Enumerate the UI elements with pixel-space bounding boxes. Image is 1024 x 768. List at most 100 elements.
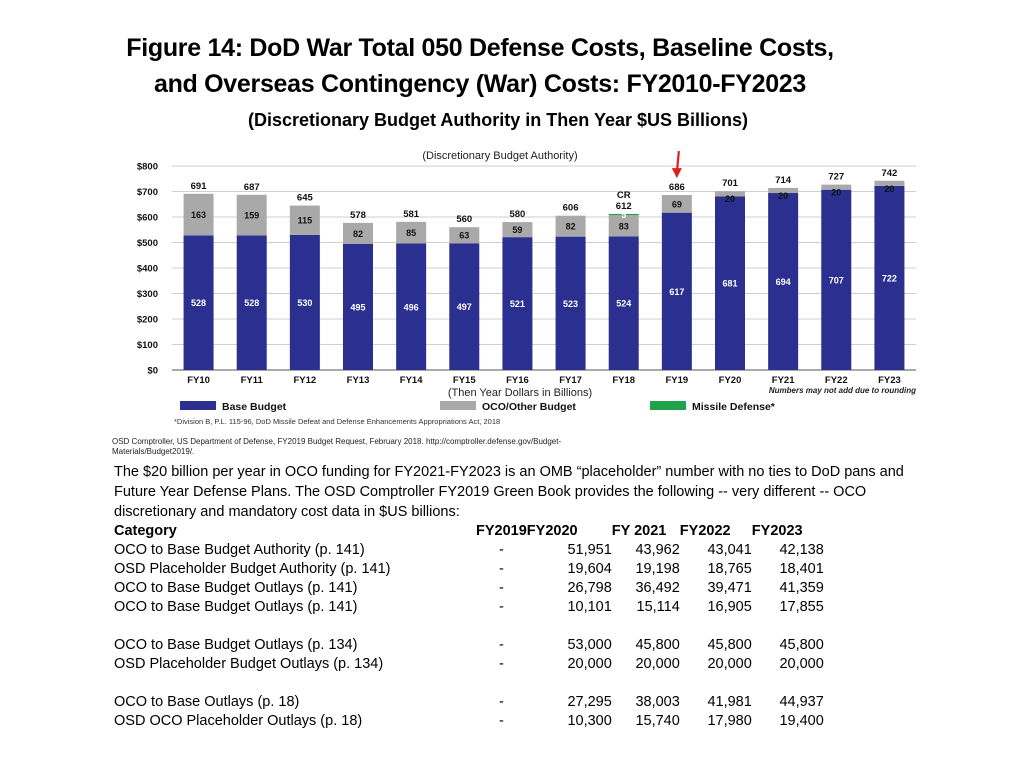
table-cell-value: 18,401 [779,561,824,577]
table-cell-value: 27,295 [567,694,612,710]
bar-value-label: 5 [621,210,626,220]
bar-segment-oco-other-budget [661,195,692,213]
bar-total-label: 701 [722,178,739,189]
bar-segment-base-budget [715,196,745,370]
table-cell-category: OCO to Base Budget Authority (p. 141) [114,542,365,558]
table-cell-value: 41,359 [779,580,824,596]
table-cell-value: 39,471 [707,580,752,596]
bar-total-label: 742 [881,168,897,179]
red-arrow-head [671,168,682,179]
rounding-note: Numbers may not add due to rounding [769,386,916,395]
cr-label: CR [617,190,631,201]
table-cell-value: 19,400 [779,713,824,729]
y-tick-label: $600 [137,213,158,224]
y-tick-label: $800 [137,162,158,173]
bar-segment-base-budget [874,185,905,370]
table-cell-value: 45,800 [635,637,680,653]
table-body: OCO to Base Budget Authority (p. 141) - 51… [114,541,824,731]
bar-total-label: 606 [563,203,579,214]
table-cell-value: 19,604 [567,561,612,577]
explanatory-paragraph: The $20 billion per year in OCO funding … [114,464,904,520]
x-tick-label: FY13 [347,375,370,386]
table-cell-value: 15,114 [636,599,680,615]
bar-segment-missile-defense [608,213,639,216]
bar-segment-oco-other-budget [768,187,799,194]
bar-total-label: 580 [509,209,525,220]
table-cell-value: - [498,542,504,558]
bar-total-label: 727 [828,172,844,183]
table-cell-value: 20,000 [707,656,752,672]
bar-value-label: 20 [884,184,894,194]
x-tick-label: FY19 [665,375,688,386]
bar-value-label: 722 [882,273,897,283]
table-cell-value: 10,101 [567,599,612,615]
table-cell-value: 42,138 [779,542,824,558]
table-header-row: Category FY2019 FY2020 FY 2021 FY2022 FY… [114,522,824,541]
y-tick-label: $400 [137,264,158,275]
legend-label: OCO/Other Budget [482,401,576,413]
bar-value-label: 617 [669,287,684,297]
bar-segment-base-budget [608,236,639,370]
table-cell-value: 45,800 [779,637,824,653]
x-tick-label: FY20 [719,375,742,386]
bar-segment-oco-other-budget [343,222,373,244]
table-cell-value: - [498,561,504,577]
bar-value-label: 20 [778,191,788,201]
x-tick-label: FY14 [400,375,423,386]
x-tick-label: FY11 [241,375,264,386]
bar-segment-base-budget [343,243,373,370]
table-row: OSD Placeholder Budget Authority (p. 141… [114,560,824,579]
legend-label: Missile Defense* [692,401,776,413]
bar-total-label: 560 [456,214,472,225]
bar-segment-base-budget [289,234,320,370]
legend-label: Base Budget [222,401,287,413]
table-cell-value: 36,492 [635,580,680,596]
bar-value-label: 63 [459,231,469,241]
bar-value-label: 59 [512,225,522,235]
table-cell-value: - [498,599,504,615]
bar-segment-oco-other-budget [555,215,586,237]
bar-segment-base-budget [396,243,427,370]
table-cell-value: - [498,713,504,729]
bar-value-label: 496 [404,302,419,312]
bar-value-label: 163 [191,210,206,220]
bar-segment-base-budget [502,237,533,370]
table-cell-value: 53,000 [567,637,612,653]
header-fy2019: FY2019 [476,523,527,539]
bar-total-label: 691 [191,181,208,192]
y-tick-label: $0 [147,366,158,377]
header-fy2020: FY2020 [526,523,578,539]
table-row: OCO to Base Outlays (p. 18) - 27,295 38,003… [114,693,824,712]
y-tick-label: $500 [137,238,158,249]
bar-value-label: 85 [406,228,416,238]
bar-value-label: 495 [350,302,365,312]
x-tick-label: FY18 [612,375,635,386]
bar-total-label: 645 [297,193,314,204]
source-line-1: OSD Comptroller, US Department of Defens… [112,437,561,446]
header-fy2022: FY2022 [679,523,731,539]
table-cell-value: 20,000 [567,656,612,672]
bar-segment-oco-other-budget [874,180,905,186]
figure-subtitle: (Discretionary Budget Authority in Then … [247,110,749,130]
table-cell-value: - [498,694,504,710]
source-line-2: Materials/Budget2019/. [112,447,194,456]
y-tick-label: $100 [137,340,158,351]
bar-value-label: 530 [297,298,312,308]
bar-total-label: 581 [403,209,420,220]
oco-cost-table: Category FY2019 FY2020 FY 2021 FY2022 FY… [114,522,824,731]
bar-segment-oco-other-budget [608,215,639,237]
bar-total-label: 686 [669,182,685,193]
bar-value-label: 115 [298,216,313,226]
x-tick-label: FY17 [559,375,582,386]
table-cell-category: OCO to Base Budget Outlays (p. 134) [114,637,358,653]
bar-segment-oco-other-budget [821,184,852,190]
table-cell-value: 20,000 [779,656,824,672]
figure-title-line2: and Overseas Contingency (War) Costs: FY… [153,70,807,98]
x-tick-label: FY21 [772,375,795,386]
table-cell-category: OCO to Base Outlays (p. 18) [114,694,300,710]
table-cell-value: 51,951 [567,542,612,558]
table-cell-value: 38,003 [635,694,680,710]
bar-value-label: 694 [776,277,791,287]
table-spacer-row [114,674,824,693]
y-tick-label: $200 [137,315,158,326]
